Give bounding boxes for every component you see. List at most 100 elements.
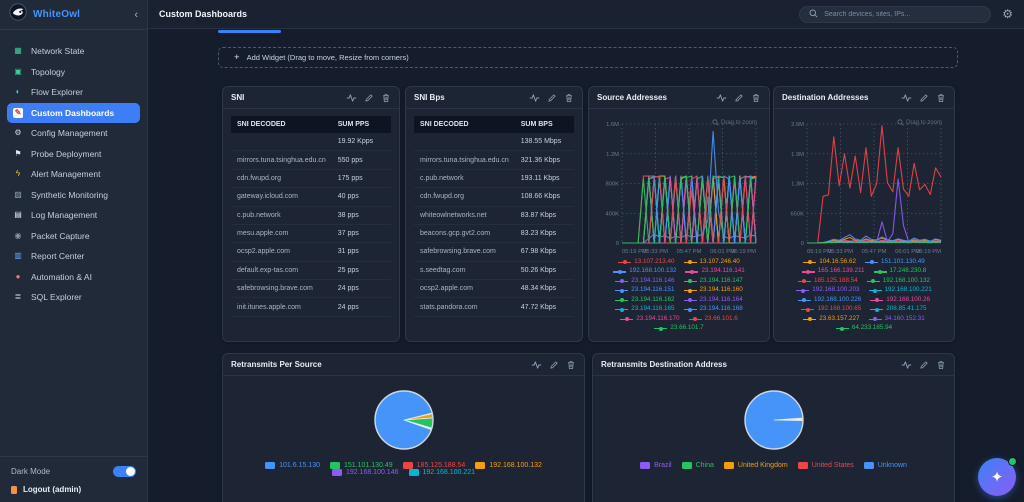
dashboard-tab-indicator[interactable] xyxy=(218,30,281,33)
legend-item[interactable]: 13.107.246.40 xyxy=(683,258,740,265)
legend-item[interactable]: 23.63.157.227 xyxy=(803,315,860,322)
settings-gear-icon[interactable]: ⚙ xyxy=(1002,7,1013,21)
legend-item[interactable]: 23.194.116.147 xyxy=(683,277,743,284)
value-cell: 37 pps xyxy=(331,224,391,244)
legend-item[interactable]: 192.168.100.132 xyxy=(613,268,676,274)
legend-item[interactable]: United Kingdom xyxy=(723,462,788,469)
value-cell: 50.26 Kbps xyxy=(514,261,574,281)
delete-icon[interactable] xyxy=(751,93,761,103)
legend-item[interactable]: 23.194.116.146 xyxy=(615,277,675,284)
edit-icon[interactable] xyxy=(734,93,744,103)
sni-cell xyxy=(414,133,515,152)
legend-item[interactable]: Brazil xyxy=(640,462,672,469)
legend-item[interactable]: 185.125.188.54 xyxy=(797,277,858,284)
sidebar-item-packet-capture[interactable]: ◉ Packet Capture xyxy=(0,226,147,247)
add-widget-button[interactable]: + Add Widget (Drag to move, Resize from … xyxy=(218,47,958,68)
edit-icon[interactable] xyxy=(549,360,559,370)
activity-icon[interactable] xyxy=(531,360,542,370)
sidebar-item-label: Probe Deployment xyxy=(31,148,102,159)
sidebar-item-network-state[interactable]: ▦ Network State xyxy=(0,41,147,62)
legend-item[interactable]: 165.166.139.211 xyxy=(801,268,865,274)
series-marker-icon xyxy=(873,269,887,274)
legend-item[interactable]: 192.168.100.132 xyxy=(475,462,542,469)
value-cell: 24 pps xyxy=(331,297,391,317)
sidebar-item-sql-explorer[interactable]: ≣ SQL Explorer xyxy=(0,287,147,308)
line-chart-canvas[interactable]: 0 650K 1.3M 1.9M 2.6M 05:19 PM 05:33 PM 05:47 P… xyxy=(782,116,946,256)
line-chart-canvas[interactable]: 0 400K 800K 1.2M 1.6M 05:19 PM 05:33 PM 05:47 P… xyxy=(597,116,761,256)
legend-label: 23.194.116.141 xyxy=(701,267,745,275)
svg-text:05:47 PM: 05:47 PM xyxy=(862,249,887,255)
delete-icon[interactable] xyxy=(564,93,574,103)
legend-item[interactable]: 23.194.116.141 xyxy=(685,267,745,275)
legend-item[interactable]: 192.168.100.65 xyxy=(801,306,861,312)
legend-item[interactable]: 23.194.116.160 xyxy=(683,287,743,293)
source-addresses-chart[interactable]: 0 400K 800K 1.2M 1.6M 05:19 PM 05:33 PM 05:47 P… xyxy=(597,116,761,256)
activity-icon[interactable] xyxy=(346,93,357,103)
legend-item[interactable]: 23.194.116.164 xyxy=(683,296,743,303)
legend-item[interactable]: 151.101.130.49 xyxy=(329,462,393,469)
legend-item[interactable]: 64.233.185.94 xyxy=(835,325,892,331)
sidebar-item-synthetic-monitoring[interactable]: ▨ Synthetic Monitoring xyxy=(0,185,147,206)
search-box[interactable] xyxy=(799,5,992,23)
table-row: cdn.fwupd.org 108.66 Kbps xyxy=(414,187,574,207)
legend-item[interactable]: 192.168.100.203 xyxy=(796,287,860,293)
legend-item[interactable]: 23.194.116.165 xyxy=(615,306,675,312)
legend-item[interactable]: 192.168.100.146 xyxy=(331,469,399,476)
delete-icon[interactable] xyxy=(566,360,576,370)
edit-icon[interactable] xyxy=(919,360,929,370)
sidebar-item-report-center[interactable]: ▥ Report Center xyxy=(0,246,147,267)
legend-item[interactable]: 151.101.130.49 xyxy=(865,258,925,265)
legend-item[interactable]: 23.194.116.151 xyxy=(615,287,675,293)
logout-button[interactable]: Logout (admin) xyxy=(11,485,136,494)
series-marker-icon xyxy=(615,279,629,284)
svg-text:400K: 400K xyxy=(605,211,619,217)
table-row: mirrors.tuna.tsinghua.edu.cn 321.36 Kbps xyxy=(414,150,574,170)
legend-item[interactable]: 17.248.230.8 xyxy=(873,268,926,274)
legend-item[interactable]: 192.168.100.132 xyxy=(866,277,930,284)
legend-item[interactable]: 34.160.152.31 xyxy=(868,315,925,322)
dark-mode-toggle[interactable] xyxy=(113,465,136,477)
legend-item[interactable]: 23.194.116.170 xyxy=(620,315,680,322)
delete-icon[interactable] xyxy=(936,93,946,103)
sidebar-item-topology[interactable]: ▣ Topology xyxy=(0,62,147,83)
assistant-fab-button[interactable]: ✦ xyxy=(978,457,1017,496)
legend-item[interactable]: Unknown xyxy=(863,462,907,469)
legend-item[interactable]: 192.168.100.221 xyxy=(868,287,932,293)
edit-icon[interactable] xyxy=(919,93,929,103)
legend-item[interactable]: United States xyxy=(797,462,854,469)
legend-label: 23.194.116.162 xyxy=(631,295,675,303)
sidebar-item-probe-deployment[interactable]: ⚑ Probe Deployment xyxy=(0,144,147,165)
activity-icon[interactable] xyxy=(901,93,912,103)
sidebar-item-custom-dashboards[interactable]: ✎ Custom Dashboards xyxy=(7,102,140,123)
legend-item[interactable]: 13.107.213.40 xyxy=(618,258,675,265)
legend-item[interactable]: 192.168.100.26 xyxy=(870,296,930,303)
sidebar-item-config-management[interactable]: ⚙ Config Management xyxy=(0,123,147,144)
activity-icon[interactable] xyxy=(901,360,912,370)
legend-item[interactable]: 23.194.116.162 xyxy=(615,295,675,303)
sidebar-collapse-icon[interactable]: ‹ xyxy=(134,8,138,21)
delete-icon[interactable] xyxy=(936,360,946,370)
sidebar-item-flow-explorer[interactable]: ◐ Flow Explorer xyxy=(0,82,147,103)
legend-item[interactable]: 208.85.41.175 xyxy=(870,306,927,312)
edit-icon[interactable] xyxy=(547,93,557,103)
legend-item[interactable]: 192.168.100.226 xyxy=(797,296,861,303)
pie-legend: 101.6.15.130 151.101.130.49 185.125.188.54… xyxy=(231,462,576,476)
legend-item[interactable]: 104.16.56.62 xyxy=(803,258,856,265)
legend-item[interactable]: 192.168.100.221 xyxy=(408,469,475,476)
search-input[interactable] xyxy=(824,10,982,18)
destination-addresses-chart[interactable]: 0 650K 1.3M 1.9M 2.6M 05:19 PM 05:33 PM 05:47 P… xyxy=(782,116,946,256)
legend-item[interactable]: China xyxy=(681,462,714,469)
legend-item[interactable]: 101.6.15.130 xyxy=(265,462,320,469)
legend-item[interactable]: 23.66.101.6 xyxy=(688,315,738,322)
widget-actions xyxy=(346,93,391,103)
legend-item[interactable]: 23.66.101.7 xyxy=(654,325,704,331)
sidebar-item-log-management[interactable]: ▤ Log Management xyxy=(0,205,147,226)
sidebar-item-alert-management[interactable]: ϟ Alert Management xyxy=(0,164,147,185)
legend-item[interactable]: 23.194.116.168 xyxy=(683,306,743,312)
legend-item[interactable]: 185.125.188.54 xyxy=(402,462,465,469)
edit-icon[interactable] xyxy=(364,93,374,103)
sidebar-item-automation-ai[interactable]: ● Automation & AI xyxy=(0,267,147,288)
activity-icon[interactable] xyxy=(529,93,540,103)
activity-icon[interactable] xyxy=(716,93,727,103)
delete-icon[interactable] xyxy=(381,93,391,103)
